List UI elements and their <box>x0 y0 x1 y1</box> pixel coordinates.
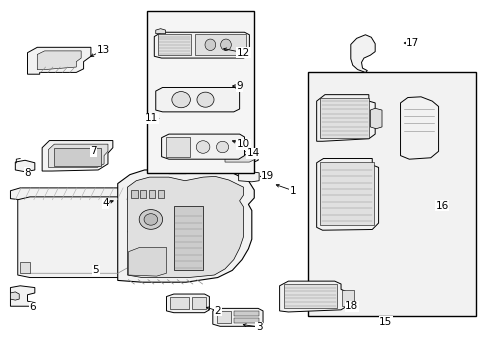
Text: 19: 19 <box>261 171 274 181</box>
Polygon shape <box>118 170 254 282</box>
Polygon shape <box>238 171 259 182</box>
Text: 3: 3 <box>255 322 262 332</box>
Text: 2: 2 <box>214 306 221 316</box>
Polygon shape <box>222 149 258 164</box>
Polygon shape <box>316 95 374 141</box>
Ellipse shape <box>204 39 215 50</box>
FancyBboxPatch shape <box>170 297 188 309</box>
Polygon shape <box>48 144 108 167</box>
Polygon shape <box>27 47 91 74</box>
FancyBboxPatch shape <box>341 290 353 306</box>
Text: 7: 7 <box>90 146 97 156</box>
Polygon shape <box>42 140 113 171</box>
Ellipse shape <box>196 141 209 153</box>
Polygon shape <box>15 160 35 172</box>
FancyBboxPatch shape <box>173 206 203 270</box>
Bar <box>147 12 254 173</box>
Polygon shape <box>224 151 255 162</box>
Polygon shape <box>156 87 239 112</box>
Polygon shape <box>369 108 381 129</box>
Polygon shape <box>156 29 165 34</box>
Ellipse shape <box>144 214 158 225</box>
FancyBboxPatch shape <box>158 190 163 198</box>
Polygon shape <box>350 35 374 72</box>
FancyBboxPatch shape <box>20 262 30 273</box>
FancyBboxPatch shape <box>233 318 259 323</box>
FancyBboxPatch shape <box>149 190 155 198</box>
Polygon shape <box>10 292 19 300</box>
FancyBboxPatch shape <box>165 137 189 157</box>
Text: 12: 12 <box>236 48 250 58</box>
Polygon shape <box>279 281 346 312</box>
FancyBboxPatch shape <box>320 98 368 138</box>
Ellipse shape <box>139 210 162 229</box>
Text: 16: 16 <box>434 201 447 211</box>
FancyBboxPatch shape <box>194 35 245 55</box>
FancyBboxPatch shape <box>131 190 138 198</box>
Polygon shape <box>18 197 152 278</box>
Text: 14: 14 <box>246 148 259 158</box>
Ellipse shape <box>171 91 190 108</box>
FancyBboxPatch shape <box>233 311 259 316</box>
FancyBboxPatch shape <box>191 297 206 309</box>
Polygon shape <box>127 176 243 278</box>
Polygon shape <box>37 51 81 69</box>
Text: 4: 4 <box>102 198 109 208</box>
FancyBboxPatch shape <box>320 162 373 225</box>
Ellipse shape <box>220 39 231 50</box>
Ellipse shape <box>197 92 214 107</box>
Text: 17: 17 <box>405 38 419 48</box>
Text: 5: 5 <box>92 265 99 275</box>
Polygon shape <box>128 247 166 276</box>
Polygon shape <box>166 294 209 313</box>
Text: 10: 10 <box>237 139 249 149</box>
Text: 8: 8 <box>24 168 31 178</box>
Polygon shape <box>10 188 152 200</box>
Text: 13: 13 <box>96 45 109 55</box>
Polygon shape <box>212 309 263 326</box>
FancyBboxPatch shape <box>140 190 146 198</box>
Polygon shape <box>154 32 249 58</box>
Polygon shape <box>10 286 35 306</box>
Ellipse shape <box>216 141 228 153</box>
FancyBboxPatch shape <box>54 148 101 166</box>
Text: 6: 6 <box>29 302 36 312</box>
Polygon shape <box>161 134 244 159</box>
Text: 15: 15 <box>379 317 392 327</box>
Text: 18: 18 <box>345 301 358 311</box>
FancyBboxPatch shape <box>283 284 336 309</box>
Text: 1: 1 <box>289 186 296 196</box>
Polygon shape <box>400 97 438 159</box>
FancyBboxPatch shape <box>216 311 231 323</box>
Polygon shape <box>316 158 378 230</box>
FancyBboxPatch shape <box>158 35 190 55</box>
Bar <box>307 72 475 316</box>
Text: 11: 11 <box>145 113 158 123</box>
Text: 9: 9 <box>236 81 243 91</box>
